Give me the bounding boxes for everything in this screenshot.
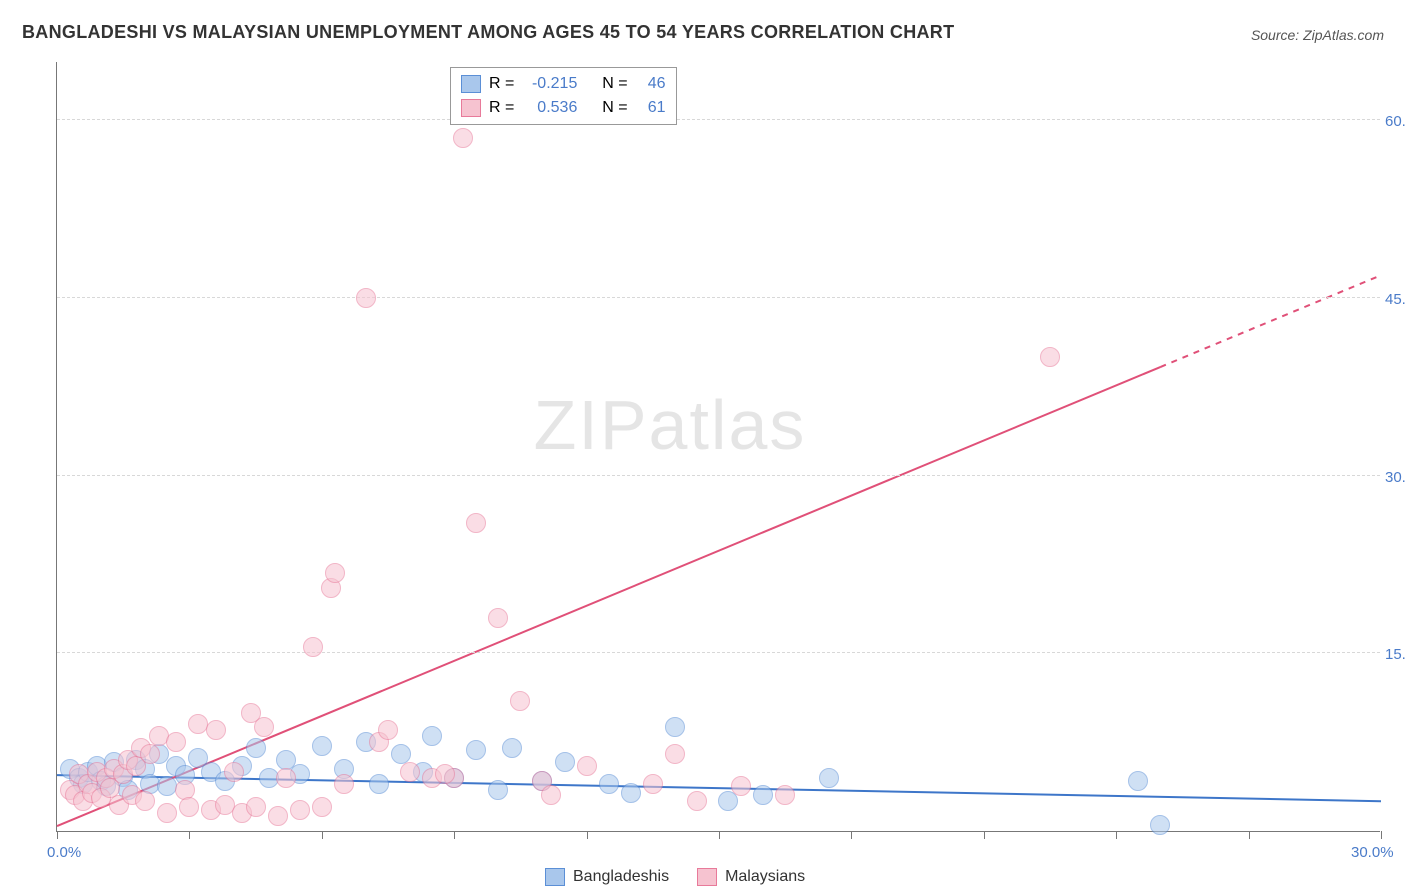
data-point bbox=[312, 736, 332, 756]
data-point bbox=[356, 288, 376, 308]
data-point bbox=[687, 791, 707, 811]
n-label: N = bbox=[602, 96, 627, 120]
data-point bbox=[166, 732, 186, 752]
gridline bbox=[57, 119, 1380, 120]
data-point bbox=[466, 513, 486, 533]
x-tick bbox=[1381, 831, 1382, 839]
stats-row: R = 0.536 N = 61 bbox=[461, 96, 666, 120]
data-point bbox=[753, 785, 773, 805]
data-point bbox=[254, 717, 274, 737]
x-tick bbox=[719, 831, 720, 839]
data-point bbox=[246, 797, 266, 817]
data-point bbox=[276, 768, 296, 788]
n-value: 61 bbox=[636, 96, 666, 120]
legend-swatch bbox=[545, 868, 565, 886]
x-tick bbox=[1249, 831, 1250, 839]
x-tick bbox=[322, 831, 323, 839]
data-point bbox=[502, 738, 522, 758]
x-tick bbox=[57, 831, 58, 839]
r-label: R = bbox=[489, 96, 514, 120]
data-point bbox=[175, 780, 195, 800]
data-point bbox=[1128, 771, 1148, 791]
legend-label: Malaysians bbox=[725, 868, 805, 886]
x-tick-label: 0.0% bbox=[47, 844, 81, 861]
x-tick bbox=[1116, 831, 1117, 839]
data-point bbox=[246, 738, 266, 758]
data-point bbox=[599, 774, 619, 794]
data-point bbox=[303, 637, 323, 657]
data-point bbox=[577, 756, 597, 776]
watermark-atlas: atlas bbox=[649, 386, 807, 464]
data-point bbox=[731, 776, 751, 796]
data-point bbox=[555, 752, 575, 772]
data-point bbox=[206, 720, 226, 740]
data-point bbox=[435, 764, 455, 784]
x-tick bbox=[851, 831, 852, 839]
r-value: 0.536 bbox=[522, 96, 577, 120]
data-point bbox=[665, 717, 685, 737]
data-point bbox=[140, 744, 160, 764]
data-point bbox=[819, 768, 839, 788]
r-value: -0.215 bbox=[522, 72, 577, 96]
data-point bbox=[378, 720, 398, 740]
data-point bbox=[775, 785, 795, 805]
legend-swatch bbox=[697, 868, 717, 886]
legend-item: Bangladeshis bbox=[545, 868, 669, 886]
gridline bbox=[57, 297, 1380, 298]
data-point bbox=[488, 780, 508, 800]
r-label: R = bbox=[489, 72, 514, 96]
chart-title: BANGLADESHI VS MALAYSIAN UNEMPLOYMENT AM… bbox=[22, 22, 954, 43]
gridline bbox=[57, 475, 1380, 476]
stats-legend: R = -0.215 N = 46 R = 0.536 N = 61 bbox=[450, 67, 677, 125]
data-point bbox=[453, 128, 473, 148]
legend-swatch bbox=[461, 99, 481, 117]
source-attribution: Source: ZipAtlas.com bbox=[1251, 27, 1384, 43]
series-legend: Bangladeshis Malaysians bbox=[545, 868, 805, 886]
y-tick-label: 45.0% bbox=[1385, 291, 1406, 308]
data-point bbox=[135, 791, 155, 811]
data-point bbox=[312, 797, 332, 817]
data-point bbox=[510, 691, 530, 711]
watermark: ZIPatlas bbox=[534, 385, 807, 465]
data-point bbox=[1150, 815, 1170, 835]
x-tick bbox=[454, 831, 455, 839]
stats-row: R = -0.215 N = 46 bbox=[461, 72, 666, 96]
x-tick bbox=[587, 831, 588, 839]
watermark-zip: ZIP bbox=[534, 386, 649, 464]
data-point bbox=[665, 744, 685, 764]
legend-swatch bbox=[461, 75, 481, 93]
gridline bbox=[57, 652, 1380, 653]
data-point bbox=[1040, 347, 1060, 367]
data-point bbox=[369, 774, 389, 794]
data-point bbox=[643, 774, 663, 794]
data-point bbox=[334, 774, 354, 794]
x-tick bbox=[984, 831, 985, 839]
data-point bbox=[466, 740, 486, 760]
y-tick-label: 30.0% bbox=[1385, 469, 1406, 486]
data-point bbox=[541, 785, 561, 805]
data-point bbox=[488, 608, 508, 628]
n-label: N = bbox=[602, 72, 627, 96]
y-tick-label: 15.0% bbox=[1385, 646, 1406, 663]
chart-container: BANGLADESHI VS MALAYSIAN UNEMPLOYMENT AM… bbox=[0, 0, 1406, 892]
data-point bbox=[179, 797, 199, 817]
data-point bbox=[290, 800, 310, 820]
x-tick bbox=[189, 831, 190, 839]
data-point bbox=[400, 762, 420, 782]
x-tick-label: 30.0% bbox=[1351, 844, 1394, 861]
data-point bbox=[224, 762, 244, 782]
legend-label: Bangladeshis bbox=[573, 868, 669, 886]
data-point bbox=[325, 563, 345, 583]
n-value: 46 bbox=[636, 72, 666, 96]
data-point bbox=[621, 783, 641, 803]
data-point bbox=[422, 726, 442, 746]
data-point bbox=[268, 806, 288, 826]
y-tick-label: 60.0% bbox=[1385, 113, 1406, 130]
legend-item: Malaysians bbox=[697, 868, 805, 886]
data-point bbox=[157, 803, 177, 823]
plot-area: ZIPatlas 15.0%30.0%45.0%60.0%0.0%30.0% bbox=[56, 62, 1380, 832]
